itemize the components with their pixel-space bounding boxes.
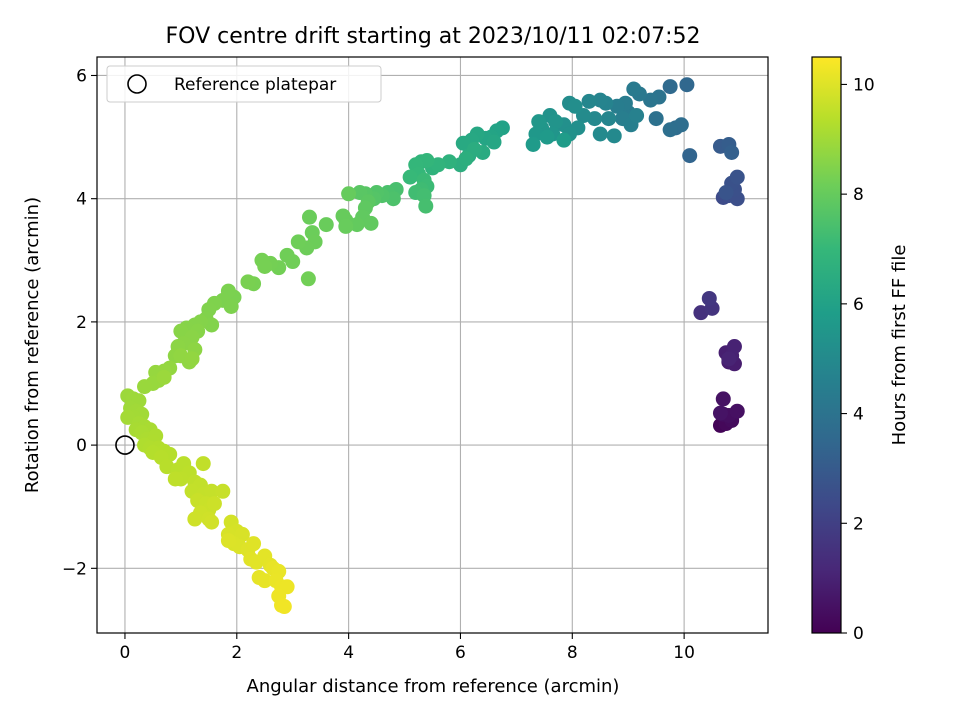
scatter-point xyxy=(567,98,583,114)
x-axis-ticks: 0 2 4 6 8 10 xyxy=(120,633,695,663)
chart-title: FOV centre drift starting at 2023/10/11 … xyxy=(166,24,701,49)
scatter-point xyxy=(592,126,608,142)
scatter-point xyxy=(715,391,731,407)
scatter-point xyxy=(701,290,717,306)
scatter-point xyxy=(215,483,231,499)
scatter-point xyxy=(486,134,502,150)
plot-area: 0 2 4 6 8 10 −2 0 2 4 6 xyxy=(62,56,769,663)
scatter-points xyxy=(120,77,745,615)
scatter-point xyxy=(581,93,597,109)
scatter-point xyxy=(220,533,236,549)
scatter-point xyxy=(458,151,474,167)
scatter-point xyxy=(318,217,334,233)
scatter-point xyxy=(120,409,136,425)
legend-open-circle-icon xyxy=(127,74,147,94)
scatter-point xyxy=(338,218,354,234)
y-tick-label: 4 xyxy=(76,190,87,210)
scatter-point xyxy=(204,514,220,530)
scatter-point xyxy=(184,351,200,367)
y-axis-label: Rotation from reference (arcmin) xyxy=(22,197,43,493)
scatter-point xyxy=(712,405,728,421)
scatter-point xyxy=(223,298,239,314)
scatter-point xyxy=(187,511,203,527)
legend: Reference platepar xyxy=(106,65,382,103)
x-tick-label: 8 xyxy=(567,643,578,663)
x-tick-label: 2 xyxy=(231,643,242,663)
scatter-point xyxy=(195,456,211,472)
colorbar: 0 2 4 6 8 10 Hours from first FF file xyxy=(811,56,910,644)
scatter-point xyxy=(156,369,172,385)
scatter-point xyxy=(606,128,622,144)
scatter-point xyxy=(257,258,273,274)
plot-background xyxy=(97,57,768,633)
scatter-point xyxy=(556,132,572,148)
legend-box xyxy=(106,65,382,103)
scatter-point xyxy=(629,108,645,124)
scatter-point xyxy=(679,77,695,93)
y-axis-ticks: −2 0 2 4 6 xyxy=(62,66,97,579)
scatter-point xyxy=(240,274,256,290)
scatter-point xyxy=(648,111,664,127)
scatter-point xyxy=(592,92,608,108)
scatter-point xyxy=(726,339,742,355)
colorbar-label: Hours from first FF file xyxy=(889,245,910,446)
scatter-point xyxy=(257,573,273,589)
colorbar-ticks: 0 2 4 6 8 10 xyxy=(841,75,875,644)
y-tick-label: 0 xyxy=(76,436,87,456)
scatter-point xyxy=(418,198,434,214)
colorbar-gradient xyxy=(811,56,842,634)
y-tick-label: 2 xyxy=(76,313,87,333)
legend-label: Reference platepar xyxy=(174,75,336,95)
x-tick-label: 6 xyxy=(455,643,466,663)
scatter-point xyxy=(724,144,740,160)
x-tick-label: 0 xyxy=(120,643,131,663)
x-axis-label: Angular distance from reference (arcmin) xyxy=(247,676,620,697)
scatter-point xyxy=(626,81,642,97)
plot-frame xyxy=(96,56,769,634)
scatter-point xyxy=(290,234,306,250)
scatter-point xyxy=(721,351,737,367)
scatter-point xyxy=(206,496,222,512)
scatter-point xyxy=(246,536,262,552)
scatter-point xyxy=(729,169,745,185)
scatter-point xyxy=(402,169,418,185)
scatter-point xyxy=(643,92,659,108)
x-tick-label: 10 xyxy=(673,643,695,663)
scatter-point xyxy=(682,148,698,164)
scatter-point xyxy=(363,215,379,231)
colorbar-tick-label: 0 xyxy=(853,624,864,644)
reference-platepar-marker xyxy=(115,435,135,455)
scatter-point xyxy=(341,186,357,202)
colorbar-tick-label: 2 xyxy=(853,514,864,534)
scatter-point xyxy=(729,403,745,419)
scatter-point xyxy=(718,185,734,201)
scatter-point xyxy=(548,114,564,130)
colorbar-tick-label: 10 xyxy=(853,75,875,95)
y-tick-label: 6 xyxy=(76,66,87,86)
scatter-point xyxy=(301,209,317,225)
scatter-point xyxy=(525,136,541,152)
scatter-point xyxy=(455,135,471,151)
colorbar-tick-label: 4 xyxy=(853,405,864,425)
scatter-point xyxy=(204,483,220,499)
scatter-point xyxy=(167,471,183,487)
scatter-point xyxy=(137,379,153,395)
scatter-point xyxy=(276,599,292,615)
scatter-point xyxy=(173,323,189,339)
scatter-point xyxy=(662,79,678,95)
scatter-point xyxy=(601,111,617,127)
y-tick-label: −2 xyxy=(62,559,87,579)
scatter-point xyxy=(662,122,678,138)
scatter-point xyxy=(673,117,689,133)
colorbar-tick-label: 8 xyxy=(853,185,864,205)
colorbar-tick-label: 6 xyxy=(853,295,864,315)
scatter-point xyxy=(539,129,555,145)
scatter-point xyxy=(531,114,547,130)
scatter-point xyxy=(300,271,316,287)
scatter-point xyxy=(285,254,301,270)
x-tick-label: 4 xyxy=(343,643,354,663)
